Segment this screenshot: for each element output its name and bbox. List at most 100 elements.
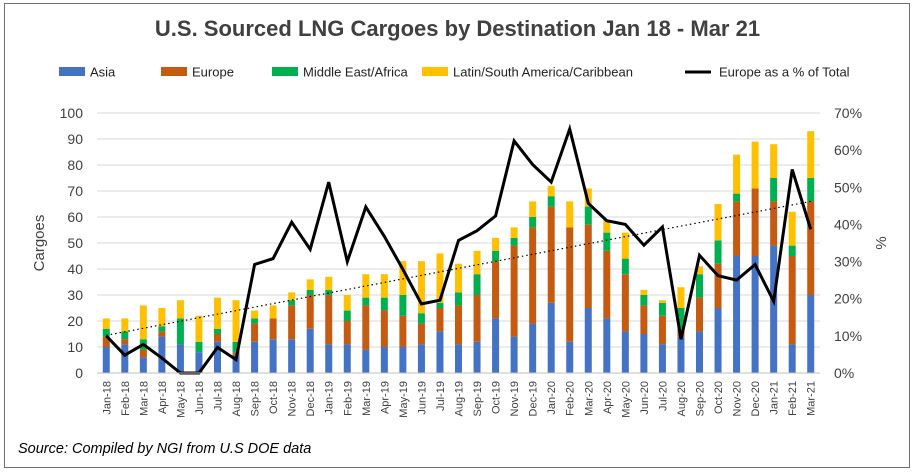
bar-asia-mar-21 <box>807 295 815 373</box>
bar-middle-east-africa-oct-20 <box>714 240 722 264</box>
bar-asia-jul-18 <box>214 341 221 373</box>
bar-middle-east-africa-jan-19 <box>325 289 333 295</box>
bar-europe-jul-19 <box>436 308 444 332</box>
bar-europe-oct-18 <box>269 318 277 340</box>
bar-asia-jul-19 <box>436 331 444 373</box>
y2-tick-label: 40% <box>834 216 862 232</box>
bar-asia-jun-18 <box>195 352 203 373</box>
y-tick-label: 50 <box>67 235 83 251</box>
legend-swatch <box>161 67 187 76</box>
bar-europe-mar-20 <box>584 224 592 308</box>
x-tick-label: May-18 <box>175 381 187 418</box>
x-tick-label: Sep-18 <box>250 381 262 416</box>
bar-latin-south-america-caribbean-mar-21 <box>807 131 815 178</box>
bar-europe-feb-21 <box>788 256 796 345</box>
y-tick-label: 60 <box>67 209 83 225</box>
x-tick-label: Jul-20 <box>657 381 669 411</box>
legend-swatch <box>59 67 85 76</box>
bar-asia-feb-19 <box>343 344 351 373</box>
bar-asia-feb-20 <box>566 341 574 373</box>
bar-europe-jun-20 <box>640 305 648 334</box>
bar-europe-sep-19 <box>473 295 481 342</box>
bar-latin-south-america-caribbean-nov-18 <box>288 292 296 301</box>
bar-middle-east-africa-dec-19 <box>529 217 537 228</box>
y2-tick-label: 60% <box>834 142 862 158</box>
chart-title: U.S. Sourced LNG Cargoes by Destination … <box>154 16 761 41</box>
x-tick-label: Nov-19 <box>509 381 521 416</box>
x-tick-label: Sep-20 <box>695 381 707 416</box>
x-tick-label: Dec-19 <box>528 381 540 416</box>
bar-latin-south-america-caribbean-sep-18 <box>251 310 259 319</box>
bar-series <box>102 131 815 373</box>
x-tick-label: Jan-19 <box>324 381 336 415</box>
y-tick-label: 70 <box>67 183 83 199</box>
bar-latin-south-america-caribbean-dec-19 <box>529 201 537 217</box>
bar-asia-dec-18 <box>306 328 314 373</box>
bar-europe-oct-20 <box>714 263 722 308</box>
bar-asia-sep-20 <box>696 331 703 373</box>
x-tick-label: Aug-20 <box>676 381 688 416</box>
bar-latin-south-america-caribbean-oct-19 <box>492 237 500 251</box>
bar-asia-apr-18 <box>158 336 166 373</box>
x-tick-label: Feb-21 <box>787 381 799 416</box>
bar-asia-apr-20 <box>603 318 611 373</box>
bar-middle-east-africa-jan-21 <box>770 178 778 202</box>
x-tick-label: Mar-18 <box>138 381 150 416</box>
y-tick-label: 40 <box>67 261 83 277</box>
bar-middle-east-africa-apr-19 <box>380 297 388 311</box>
bar-latin-south-america-caribbean-mar-19 <box>362 274 370 298</box>
bar-europe-jan-18 <box>102 336 110 347</box>
bar-europe-nov-20 <box>733 201 741 256</box>
bar-middle-east-africa-aug-20 <box>677 308 685 329</box>
bar-latin-south-america-caribbean-jun-20 <box>640 289 648 295</box>
bar-latin-south-america-caribbean-jan-19 <box>325 276 333 290</box>
x-tick-label: Feb-20 <box>565 381 577 416</box>
bar-asia-oct-20 <box>714 308 722 373</box>
bar-asia-nov-20 <box>733 256 741 373</box>
bar-europe-apr-19 <box>380 310 388 347</box>
x-tick-label: Aug-18 <box>231 381 243 416</box>
bar-middle-east-africa-mar-20 <box>584 206 592 225</box>
y-tick-label: 100 <box>60 105 84 121</box>
x-tick-label: Dec-18 <box>305 381 317 416</box>
legend-label: Middle East/Africa <box>303 65 409 80</box>
x-tick-label: Apr-19 <box>379 381 391 414</box>
bar-latin-south-america-caribbean-jul-18 <box>214 297 221 329</box>
bar-europe-mar-19 <box>362 305 370 350</box>
source-note: Source: Compiled by NGI from U.S DOE dat… <box>18 441 312 457</box>
y2-tick-label: 20% <box>834 291 862 307</box>
legend: Asia Europe Middle East/Africa Latin/South … <box>59 65 850 80</box>
bar-europe-apr-18 <box>158 331 166 337</box>
bar-asia-jun-19 <box>417 344 425 373</box>
bar-asia-feb-21 <box>788 344 796 373</box>
bar-europe-mar-18 <box>139 349 147 358</box>
bar-latin-south-america-caribbean-feb-18 <box>121 318 129 332</box>
x-tick-label: Nov-18 <box>287 381 299 416</box>
bar-middle-east-africa-feb-18 <box>121 331 129 340</box>
bar-asia-feb-18 <box>121 344 129 373</box>
bar-europe-jan-21 <box>770 201 778 246</box>
x-tick-label: Jan-21 <box>769 381 781 415</box>
bar-latin-south-america-caribbean-jan-18 <box>102 318 110 329</box>
bar-europe-dec-19 <box>529 227 537 324</box>
x-tick-label: Jan-18 <box>101 381 113 415</box>
bar-middle-east-africa-aug-18 <box>232 341 240 353</box>
bar-middle-east-africa-mar-19 <box>362 297 370 306</box>
bar-latin-south-america-caribbean-jul-20 <box>658 300 666 303</box>
bar-latin-south-america-caribbean-nov-20 <box>733 154 741 194</box>
x-tick-label: May-20 <box>620 381 632 418</box>
bar-latin-south-america-caribbean-nov-19 <box>510 227 518 238</box>
x-tick-label: Feb-18 <box>120 381 132 416</box>
x-tick-label: Mar-21 <box>806 381 818 416</box>
x-tick-label: Oct-19 <box>491 381 503 414</box>
y2-tick-label: 70% <box>834 105 862 121</box>
bar-latin-south-america-caribbean-may-19 <box>399 261 407 295</box>
bar-middle-east-africa-jan-18 <box>102 328 110 337</box>
bar-latin-south-america-caribbean-aug-20 <box>677 287 685 308</box>
x-tick-label: Mar-19 <box>361 381 373 416</box>
y-tick-label: 20 <box>67 313 83 329</box>
bar-europe-dec-18 <box>306 295 314 329</box>
bar-asia-mar-20 <box>584 308 592 373</box>
bar-middle-east-africa-nov-18 <box>288 300 296 306</box>
